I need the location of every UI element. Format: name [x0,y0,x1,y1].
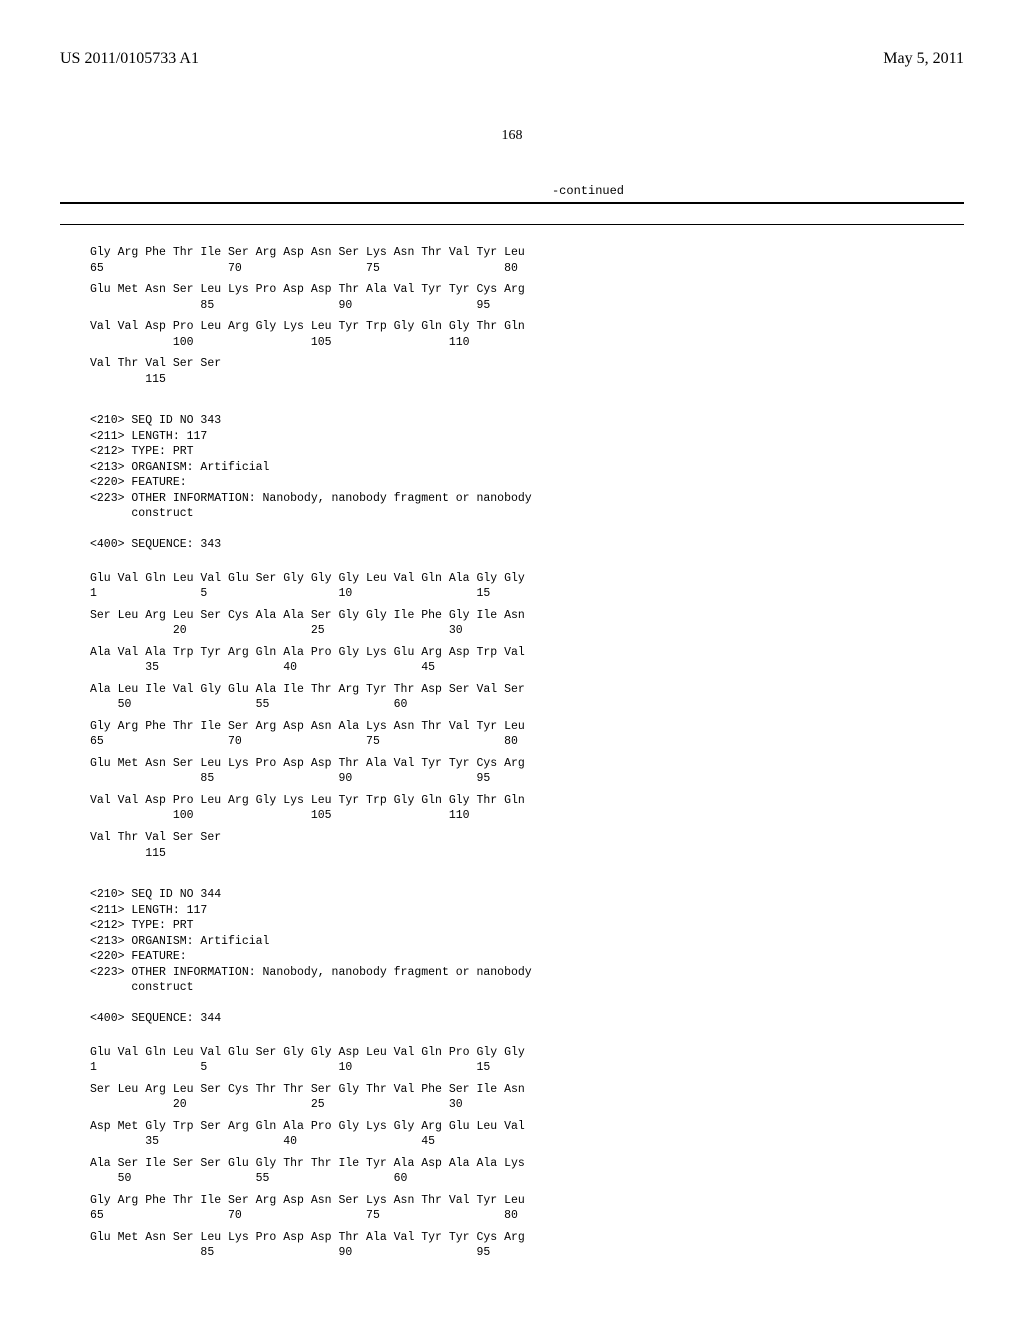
sequence-row: Gly Arg Phe Thr Ile Ser Arg Asp Asn Ala … [90,719,964,750]
sequence-row: Glu Val Gln Leu Val Glu Ser Gly Gly Asp … [90,1045,964,1076]
divider-top-thick [60,202,964,204]
sequence-row: Ala Ser Ile Ser Ser Glu Gly Thr Thr Ile … [90,1156,964,1187]
sequence-listing: Gly Arg Phe Thr Ile Ser Arg Asp Asn Ser … [60,245,964,1261]
sequence-row: Ser Leu Arg Leu Ser Cys Thr Thr Ser Gly … [90,1082,964,1113]
sequence-row: Gly Arg Phe Thr Ile Ser Arg Asp Asn Ser … [90,245,964,276]
sequence-meta: <210> SEQ ID NO 344 <211> LENGTH: 117 <2… [90,887,964,1027]
sequence-row: Ala Leu Ile Val Gly Glu Ala Ile Thr Arg … [90,682,964,713]
page-number: 168 [60,128,964,144]
sequence-row: Ser Leu Arg Leu Ser Cys Ala Ala Ser Gly … [90,608,964,639]
sequence-row: Glu Val Gln Leu Val Glu Ser Gly Gly Gly … [90,571,964,602]
continued-label: -continued [60,184,964,198]
sequence-row: Ala Val Ala Trp Tyr Arg Gln Ala Pro Gly … [90,645,964,676]
sequence-row: Glu Met Asn Ser Leu Lys Pro Asp Asp Thr … [90,756,964,787]
publication-number: US 2011/0105733 A1 [60,50,199,68]
sequence-row: Gly Arg Phe Thr Ile Ser Arg Asp Asn Ser … [90,1193,964,1224]
sequence-row: Val Thr Val Ser Ser 115 [90,356,964,387]
publication-date: May 5, 2011 [883,50,964,68]
patent-page: US 2011/0105733 A1 May 5, 2011 168 -cont… [0,0,1024,1307]
sequence-row: Val Thr Val Ser Ser 115 [90,830,964,861]
sequence-row: Glu Met Asn Ser Leu Lys Pro Asp Asp Thr … [90,282,964,313]
sequence-row: Val Val Asp Pro Leu Arg Gly Lys Leu Tyr … [90,793,964,824]
sequence-row: Glu Met Asn Ser Leu Lys Pro Asp Asp Thr … [90,1230,964,1261]
sequence-row: Asp Met Gly Trp Ser Arg Gln Ala Pro Gly … [90,1119,964,1150]
divider-top-thin [60,224,964,225]
sequence-row: Val Val Asp Pro Leu Arg Gly Lys Leu Tyr … [90,319,964,350]
page-header: US 2011/0105733 A1 May 5, 2011 [60,50,964,68]
sequence-meta: <210> SEQ ID NO 343 <211> LENGTH: 117 <2… [90,413,964,553]
